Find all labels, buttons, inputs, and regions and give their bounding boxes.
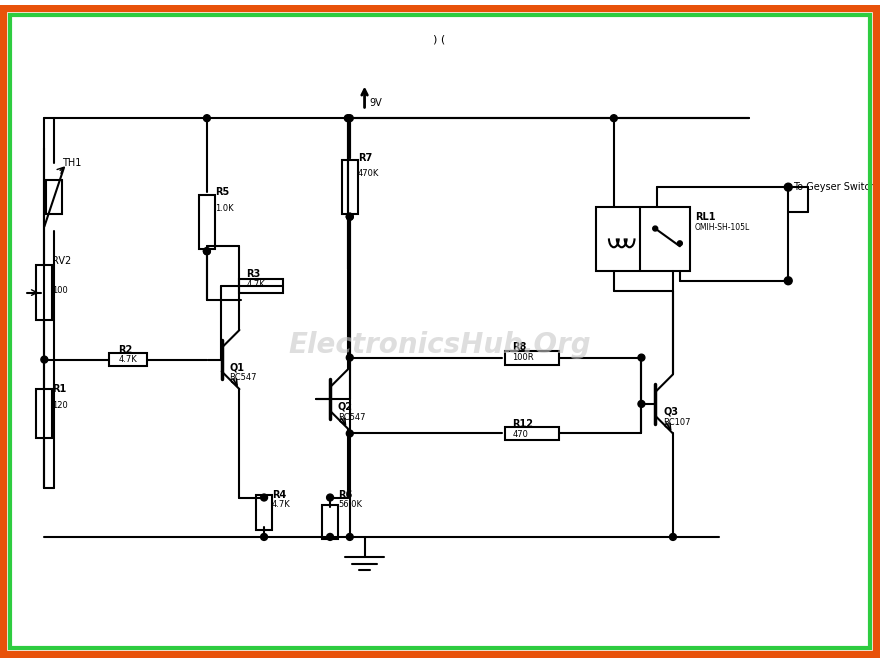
Text: 4.7K: 4.7K <box>246 280 265 289</box>
Text: 56.0K: 56.0K <box>338 501 362 509</box>
Circle shape <box>346 534 354 540</box>
Text: ElectronicsHub.Org: ElectronicsHub.Org <box>288 331 591 359</box>
Circle shape <box>346 213 354 220</box>
Circle shape <box>611 115 617 121</box>
Text: OMIH-SH-105L: OMIH-SH-105L <box>695 223 750 231</box>
Circle shape <box>784 277 792 284</box>
Circle shape <box>204 115 211 121</box>
Circle shape <box>653 226 657 231</box>
Text: R5: R5 <box>215 187 229 197</box>
Text: TH1: TH1 <box>63 158 81 168</box>
Circle shape <box>204 248 211 255</box>
Circle shape <box>678 241 682 246</box>
Circle shape <box>670 534 676 540</box>
Circle shape <box>784 183 792 191</box>
Bar <box>37 265 52 320</box>
Bar <box>597 207 689 271</box>
Circle shape <box>346 430 354 437</box>
Text: BC107: BC107 <box>663 418 690 427</box>
Bar <box>37 389 52 438</box>
FancyBboxPatch shape <box>13 18 867 645</box>
Circle shape <box>327 494 333 501</box>
Text: R8: R8 <box>513 342 527 352</box>
Text: R4: R4 <box>272 490 286 500</box>
Circle shape <box>346 354 354 361</box>
Text: R2: R2 <box>118 345 132 355</box>
Text: R6: R6 <box>338 490 352 500</box>
Circle shape <box>261 534 268 540</box>
Text: R12: R12 <box>513 419 533 429</box>
Bar <box>505 351 559 365</box>
Text: To Geyser Switch: To Geyser Switch <box>793 182 876 192</box>
Bar <box>322 505 338 540</box>
Circle shape <box>327 534 333 540</box>
Circle shape <box>345 115 351 121</box>
Circle shape <box>204 248 211 255</box>
Bar <box>239 278 283 292</box>
Circle shape <box>41 356 48 363</box>
Circle shape <box>346 115 354 121</box>
Circle shape <box>261 494 268 501</box>
Text: R3: R3 <box>246 269 261 279</box>
Text: ) (: ) ( <box>433 34 446 44</box>
Text: 1.0K: 1.0K <box>215 204 233 213</box>
Text: 120: 120 <box>52 401 68 410</box>
Bar <box>199 194 215 249</box>
Text: RL1: RL1 <box>695 211 715 222</box>
Text: BC547: BC547 <box>338 413 365 422</box>
Circle shape <box>638 354 645 361</box>
Bar <box>505 426 559 440</box>
Text: 100: 100 <box>52 286 68 294</box>
Text: RV2: RV2 <box>52 256 71 266</box>
Circle shape <box>346 213 354 220</box>
Bar <box>109 353 146 367</box>
Text: BC547: BC547 <box>230 373 257 383</box>
Bar <box>256 495 272 530</box>
Text: 4.7K: 4.7K <box>118 355 137 363</box>
Text: 100R: 100R <box>513 353 534 362</box>
Text: 470K: 470K <box>358 170 379 178</box>
Text: Q3: Q3 <box>663 407 678 417</box>
Text: Q2: Q2 <box>338 402 353 412</box>
Text: R7: R7 <box>358 152 371 162</box>
Bar <box>46 180 63 214</box>
Text: 9V: 9V <box>370 99 382 109</box>
Text: 4.7K: 4.7K <box>272 501 291 509</box>
Circle shape <box>638 400 645 407</box>
Text: Q1: Q1 <box>230 363 245 373</box>
Bar <box>342 160 358 214</box>
Text: R1: R1 <box>52 385 66 394</box>
Text: 470: 470 <box>513 430 529 438</box>
